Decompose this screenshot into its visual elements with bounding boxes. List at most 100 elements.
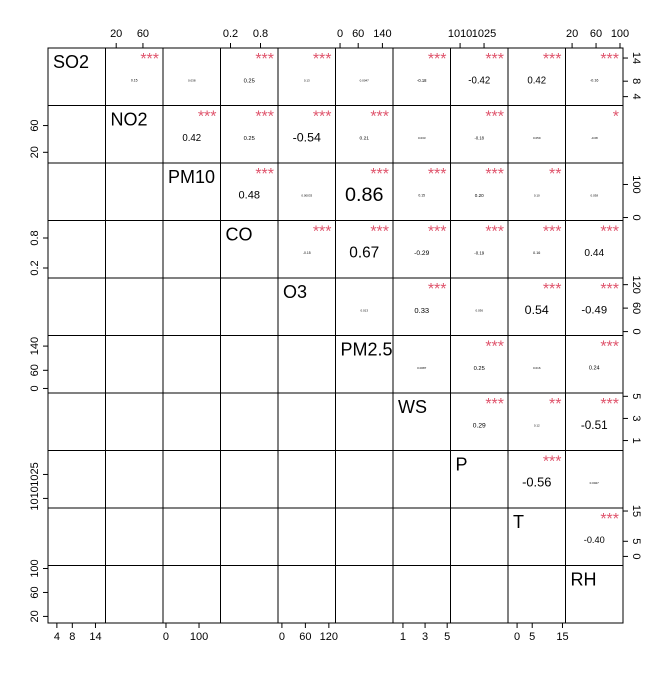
- significance-stars: ***: [485, 51, 504, 68]
- x-tick-label: 1: [400, 631, 406, 643]
- x-tick-label: 4: [54, 631, 60, 643]
- x-tick-label: 60: [352, 28, 364, 40]
- significance-stars: ***: [370, 224, 389, 241]
- significance-stars: *: [613, 109, 619, 126]
- panel: [105, 565, 164, 624]
- correlation-value: 0.16: [533, 251, 540, 255]
- x-tick-label: 0: [279, 631, 285, 643]
- x-tick-label: 14: [89, 631, 101, 643]
- correlation-value: -0.29: [414, 250, 429, 257]
- y-tick-label: 0: [630, 329, 642, 335]
- correlation-value: 0.25: [244, 136, 255, 142]
- variable-label: CO: [226, 224, 253, 244]
- correlation-value: 0.016: [533, 366, 541, 370]
- y-tick-label: 0: [630, 553, 642, 559]
- y-tick-label: 0.2: [29, 260, 41, 275]
- correlation-value: 0.21: [360, 136, 370, 142]
- correlation-value: -0.19: [474, 250, 485, 255]
- y-tick-label: 60: [630, 302, 642, 314]
- variable-label: WS: [398, 397, 427, 417]
- correlation-value: 0.67: [349, 244, 379, 261]
- significance-stars: ***: [600, 511, 619, 528]
- y-tick-label: 1010: [29, 486, 41, 510]
- y-tick-label: 3: [630, 415, 642, 421]
- correlation-value: -0.54: [293, 131, 321, 145]
- panel: [162, 450, 221, 509]
- panel: [47, 450, 106, 509]
- significance-stars: ***: [140, 51, 159, 68]
- correlation-value: -0.18: [417, 78, 427, 83]
- panel: [47, 162, 106, 221]
- y-tick-label: 1025: [29, 462, 41, 486]
- y-tick-label: 0: [29, 385, 41, 391]
- correlation-value: 0.0087: [417, 366, 427, 370]
- panel: [220, 450, 279, 509]
- panel: [507, 565, 566, 624]
- panel: [392, 507, 451, 566]
- panel: [392, 450, 451, 509]
- significance-stars: ***: [370, 166, 389, 183]
- correlation-value: 0.25: [244, 78, 255, 84]
- y-tick-label: 5: [630, 538, 642, 544]
- correlation-value: 0.48: [239, 190, 260, 202]
- correlation-value: 0.44: [584, 248, 604, 259]
- panel: [335, 392, 394, 451]
- correlation-value: 0.033: [418, 136, 426, 140]
- significance-stars: ***: [485, 339, 504, 356]
- y-tick-label: 15: [630, 505, 642, 517]
- panel: [47, 220, 106, 279]
- panel: [162, 220, 221, 279]
- correlation-value: -0.56: [522, 475, 551, 490]
- significance-stars: ***: [428, 166, 447, 183]
- x-tick-label: 15: [556, 631, 568, 643]
- variable-label: PM2.5: [341, 339, 393, 359]
- y-tick-label: 60: [29, 364, 41, 376]
- correlation-value: 0.15: [131, 79, 138, 83]
- panel: [105, 277, 164, 336]
- x-tick-label: 100: [611, 28, 629, 40]
- panel: [162, 335, 221, 394]
- correlation-value: 0.059: [533, 136, 541, 140]
- x-tick-label: 1010: [448, 28, 472, 40]
- significance-stars: ***: [255, 51, 274, 68]
- significance-stars: ***: [313, 109, 332, 126]
- panel: [105, 220, 164, 279]
- x-tick-label: 3: [422, 631, 428, 643]
- y-tick-label: 100: [29, 559, 41, 577]
- x-tick-label: 100: [190, 631, 208, 643]
- panel: [47, 392, 106, 451]
- panel: [507, 335, 566, 394]
- panel: [105, 335, 164, 394]
- panel: [450, 277, 509, 336]
- correlation-value: 0.54: [525, 303, 549, 317]
- panel: [220, 507, 279, 566]
- y-tick-label: 20: [29, 146, 41, 158]
- significance-stars: ***: [485, 109, 504, 126]
- significance-stars: ***: [428, 51, 447, 68]
- panel: [105, 450, 164, 509]
- correlation-value: -0.49: [581, 305, 607, 317]
- correlation-value: 0.42: [182, 133, 201, 144]
- y-tick-label: 0.8: [29, 230, 41, 245]
- panel: [507, 105, 566, 164]
- correlation-value: -0.15: [303, 251, 311, 255]
- y-tick-label: 120: [630, 275, 642, 293]
- significance-stars: **: [549, 166, 561, 183]
- x-tick-label: 8: [69, 631, 75, 643]
- panel: [565, 565, 624, 624]
- panel: [277, 507, 336, 566]
- correlation-value: 0.038: [188, 79, 196, 83]
- correlation-value: 0.42: [527, 75, 546, 86]
- correlation-value: 0.013: [360, 309, 368, 313]
- significance-stars: ***: [600, 51, 619, 68]
- y-tick-label: 14: [630, 52, 642, 64]
- y-tick-label: 8: [630, 78, 642, 84]
- x-tick-label: 5: [444, 631, 450, 643]
- significance-stars: ***: [428, 281, 447, 298]
- panel: [335, 507, 394, 566]
- panel: [47, 105, 106, 164]
- y-tick-label: 140: [29, 337, 41, 355]
- panel: [277, 450, 336, 509]
- x-tick-label: 20: [566, 28, 578, 40]
